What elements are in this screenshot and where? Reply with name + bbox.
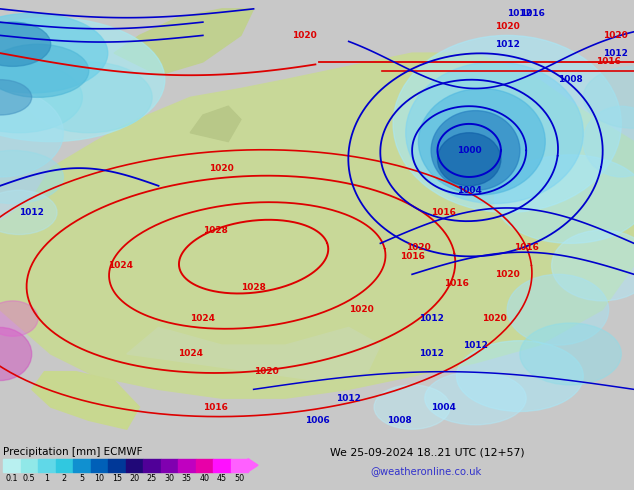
Text: 1: 1 (44, 474, 49, 483)
Text: 1024: 1024 (178, 349, 203, 359)
Bar (213, 459, 231, 472)
Ellipse shape (393, 35, 621, 212)
Text: 1024: 1024 (108, 261, 133, 270)
Text: 1016: 1016 (596, 57, 621, 67)
Polygon shape (32, 372, 139, 429)
Text: 1016: 1016 (444, 279, 469, 288)
Ellipse shape (0, 13, 108, 93)
Text: 1004: 1004 (456, 186, 482, 195)
Polygon shape (190, 106, 241, 142)
Bar (108, 459, 126, 472)
Ellipse shape (0, 150, 63, 203)
Text: @weatheronline.co.uk: @weatheronline.co.uk (370, 466, 481, 476)
Text: We 25-09-2024 18..21 UTC (12+57): We 25-09-2024 18..21 UTC (12+57) (330, 447, 524, 458)
Ellipse shape (520, 323, 621, 385)
Ellipse shape (583, 106, 634, 177)
Text: 10: 10 (94, 474, 104, 483)
Ellipse shape (0, 18, 165, 142)
Ellipse shape (0, 301, 38, 336)
Text: 1016: 1016 (431, 208, 456, 217)
Text: 1012: 1012 (495, 40, 520, 49)
Ellipse shape (406, 62, 583, 203)
Bar (143, 459, 160, 472)
Text: 0.5: 0.5 (23, 474, 36, 483)
Text: 1020: 1020 (349, 305, 374, 314)
Text: 1020: 1020 (495, 22, 520, 31)
Ellipse shape (0, 327, 32, 381)
Text: Precipitation [mm] ECMWF: Precipitation [mm] ECMWF (3, 446, 143, 457)
Ellipse shape (0, 190, 57, 235)
Text: 1020: 1020 (209, 164, 235, 172)
Bar (178, 459, 195, 472)
Text: 0.1: 0.1 (6, 474, 18, 483)
Text: 1012: 1012 (463, 341, 488, 350)
Text: 1012: 1012 (507, 9, 533, 18)
Text: 1024: 1024 (190, 314, 216, 323)
Polygon shape (0, 53, 634, 398)
Ellipse shape (0, 44, 89, 98)
Text: 35: 35 (182, 474, 192, 483)
Ellipse shape (0, 80, 32, 115)
Text: 1012: 1012 (19, 208, 44, 217)
Text: 5: 5 (79, 474, 84, 483)
Text: 25: 25 (146, 474, 157, 483)
Bar (195, 459, 213, 472)
Bar (231, 459, 248, 472)
Bar (3, 459, 20, 472)
Text: 1028: 1028 (241, 283, 266, 292)
Ellipse shape (552, 230, 634, 301)
Ellipse shape (431, 111, 520, 190)
Ellipse shape (437, 133, 501, 186)
Ellipse shape (374, 385, 450, 429)
Text: 45: 45 (217, 474, 227, 483)
Bar (126, 459, 143, 472)
Text: 1020: 1020 (292, 31, 317, 40)
Text: 1020: 1020 (254, 367, 279, 376)
Ellipse shape (0, 89, 63, 177)
Ellipse shape (507, 274, 609, 345)
Text: 1008: 1008 (558, 75, 583, 84)
Text: 1008: 1008 (387, 416, 412, 425)
Text: 15: 15 (112, 474, 122, 483)
Text: 1000: 1000 (457, 146, 481, 155)
Text: 1016: 1016 (514, 243, 539, 252)
Ellipse shape (425, 372, 526, 425)
Text: 1020: 1020 (602, 31, 628, 40)
Bar (56, 459, 73, 472)
Text: 1012: 1012 (602, 49, 628, 58)
Ellipse shape (0, 22, 51, 66)
Bar (38, 459, 56, 472)
Polygon shape (127, 327, 380, 381)
Text: 1020: 1020 (482, 314, 507, 323)
Text: 1012: 1012 (336, 394, 361, 403)
Text: 50: 50 (234, 474, 244, 483)
Ellipse shape (583, 66, 634, 128)
Ellipse shape (495, 155, 634, 244)
Text: 2: 2 (61, 474, 67, 483)
Text: 1012: 1012 (418, 314, 444, 323)
Text: 40: 40 (199, 474, 209, 483)
Text: 30: 30 (164, 474, 174, 483)
Polygon shape (114, 9, 254, 75)
Bar (160, 459, 178, 472)
Polygon shape (248, 459, 258, 472)
Ellipse shape (418, 89, 545, 195)
Text: 1006: 1006 (304, 416, 330, 425)
Text: 1016: 1016 (399, 252, 425, 261)
Text: 1016: 1016 (520, 9, 545, 18)
Ellipse shape (25, 62, 152, 133)
Text: 1020: 1020 (406, 243, 431, 252)
Ellipse shape (0, 62, 82, 133)
Text: 1028: 1028 (203, 225, 228, 235)
Ellipse shape (456, 341, 583, 412)
Bar (73, 459, 91, 472)
Bar (20, 459, 38, 472)
Text: 1012: 1012 (418, 349, 444, 359)
Text: 20: 20 (129, 474, 139, 483)
Text: 1004: 1004 (431, 403, 456, 412)
Bar (91, 459, 108, 472)
Text: 1020: 1020 (495, 270, 520, 279)
Text: 1016: 1016 (203, 403, 228, 412)
